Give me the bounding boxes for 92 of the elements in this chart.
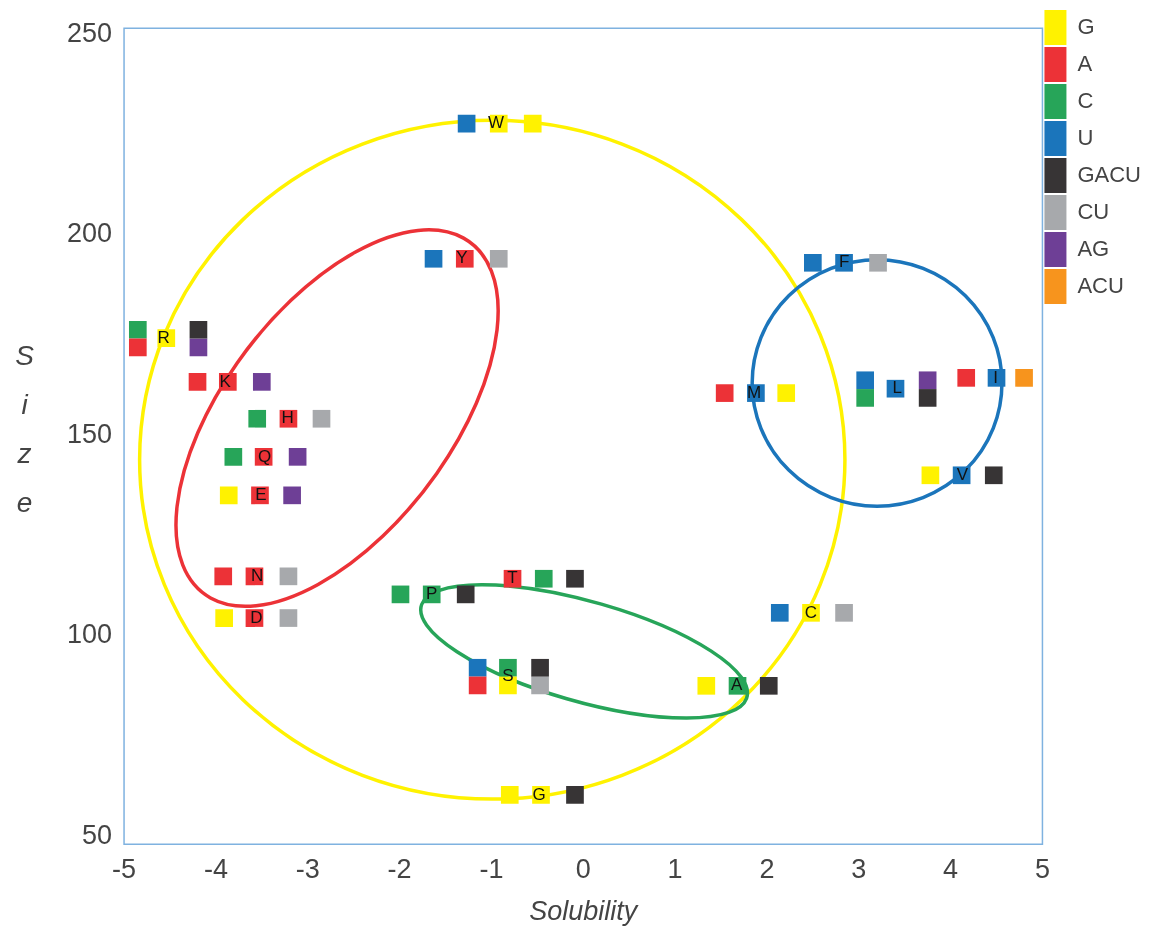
- point: [188, 373, 207, 391]
- legend-label: A: [1077, 50, 1093, 76]
- point: [856, 371, 875, 390]
- annotation: R: [157, 327, 170, 347]
- legend-label: CU: [1077, 198, 1110, 224]
- point: [566, 786, 584, 804]
- point: [770, 603, 789, 622]
- point: [391, 585, 410, 604]
- point: [248, 409, 267, 428]
- point: [500, 786, 519, 804]
- annotation: H: [281, 408, 294, 428]
- x-tick-label: 2: [759, 853, 775, 884]
- point: [566, 569, 584, 588]
- x-tick-label: -3: [295, 853, 320, 884]
- point: [921, 466, 940, 485]
- annotation: M: [746, 382, 762, 402]
- legend-label: GACU: [1077, 161, 1141, 187]
- point: [189, 320, 208, 339]
- point: [279, 567, 298, 586]
- point: [984, 466, 1003, 485]
- point: [531, 658, 549, 677]
- y-tick-label: 200: [66, 218, 113, 249]
- point: [697, 676, 716, 695]
- x-tick-label: 0: [575, 853, 591, 884]
- point: [869, 253, 887, 272]
- annotation: G: [532, 784, 546, 804]
- x-tick-label: 5: [1034, 853, 1050, 884]
- point: [523, 114, 542, 133]
- point: [468, 658, 487, 677]
- x-tick-label: 4: [943, 853, 959, 884]
- legend-label: AG: [1077, 235, 1110, 261]
- x-tick-label: -2: [387, 853, 412, 884]
- y-tick-label: 250: [66, 17, 113, 48]
- point: [456, 585, 475, 604]
- point: [424, 249, 443, 268]
- point: [759, 676, 778, 695]
- x-tick-label: 1: [667, 853, 683, 884]
- point: [457, 114, 476, 133]
- annotation: F: [838, 252, 850, 272]
- point: [918, 371, 937, 390]
- point: [856, 389, 875, 407]
- annotation: E: [255, 485, 267, 505]
- legend-label: G: [1077, 13, 1095, 39]
- point: [189, 338, 208, 357]
- point: [468, 676, 487, 695]
- legend-label: U: [1077, 124, 1094, 150]
- point: [918, 389, 937, 407]
- annotation: W: [487, 113, 505, 133]
- y-tick-label: 150: [66, 418, 113, 449]
- annotation: A: [730, 675, 743, 695]
- x-axis-title: Solubility: [529, 896, 639, 927]
- x-tick-label: 3: [851, 853, 867, 884]
- annotation: T: [507, 568, 518, 588]
- annotation: S: [502, 666, 514, 686]
- y-tick-label: 50: [82, 819, 113, 850]
- point: [534, 569, 553, 588]
- annotation: V: [956, 464, 969, 484]
- legend-label: C: [1077, 87, 1094, 113]
- point: [215, 609, 233, 627]
- y-tick-label: 100: [66, 619, 113, 650]
- x-tick-label: -4: [203, 853, 228, 884]
- point: [252, 373, 271, 391]
- y-axis-title: Size: [8, 340, 40, 536]
- point: [1015, 369, 1033, 387]
- annotation: Q: [257, 446, 272, 466]
- annotation: P: [426, 584, 438, 604]
- annotation: N: [251, 566, 264, 586]
- point: [715, 384, 734, 402]
- point: [312, 409, 331, 428]
- point: [128, 320, 147, 339]
- x-tick-label: -1: [479, 853, 504, 884]
- annotation: D: [250, 607, 263, 627]
- annotation: Y: [456, 248, 468, 268]
- annotation: L: [892, 378, 903, 398]
- point: [283, 486, 301, 505]
- point: [288, 448, 307, 466]
- point: [531, 676, 549, 695]
- legend-label: ACU: [1077, 272, 1124, 298]
- point: [279, 609, 298, 627]
- point: [957, 369, 976, 387]
- point: [804, 253, 822, 272]
- point: [777, 384, 796, 402]
- point: [214, 567, 233, 586]
- annotation: C: [804, 602, 818, 622]
- annotation: I: [993, 367, 998, 387]
- point: [219, 486, 238, 505]
- point: [489, 249, 508, 268]
- point: [224, 448, 243, 466]
- x-tick-label: -5: [112, 853, 137, 884]
- point: [128, 338, 147, 357]
- annotation: K: [219, 371, 232, 391]
- point: [835, 603, 853, 622]
